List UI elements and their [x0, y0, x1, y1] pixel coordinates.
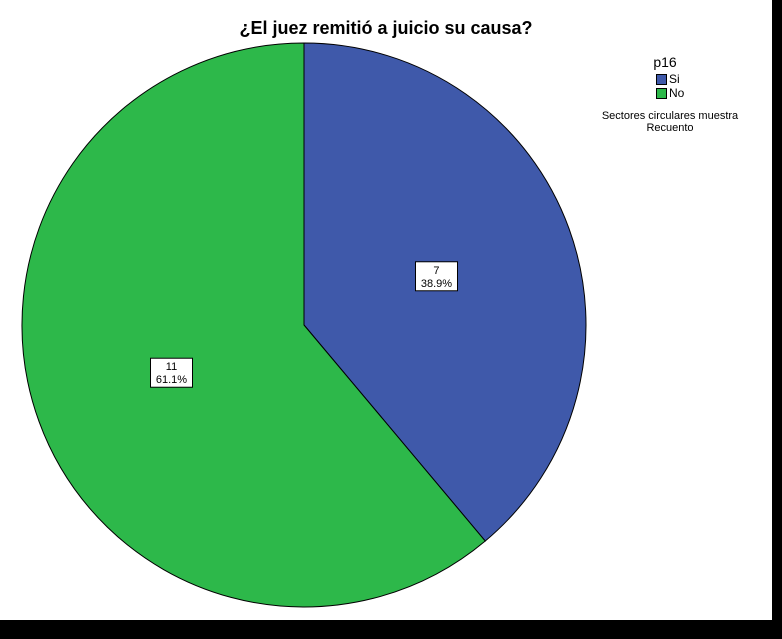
data-label-count: 11	[166, 361, 177, 373]
legend-label-si: Si	[669, 72, 680, 86]
pie-slice-si	[303, 42, 587, 542]
data-label-percent: 61.1%	[156, 374, 187, 386]
legend-title: p16	[653, 54, 677, 70]
legend-item-no: No	[656, 86, 750, 100]
legend-item-si: Si	[656, 72, 750, 86]
data-label-count: 7	[433, 265, 439, 277]
legend-note-line-2: Recuento	[646, 122, 694, 134]
data-label-box	[414, 261, 458, 292]
legend-swatch-no	[656, 87, 667, 99]
data-label-box	[150, 357, 194, 388]
legend-swatch-si	[656, 73, 667, 85]
legend-note: Sectores circulares muestra Recuento	[590, 110, 750, 134]
legend-label-no: No	[669, 86, 685, 100]
data-label-si: 738.9%	[414, 261, 458, 292]
pie-slice-no	[21, 42, 486, 608]
chart-frame: ¿El juez remitió a juicio su causa? 7 38.…	[0, 0, 772, 620]
legend-note-line-1: Sectores circulares muestra	[601, 110, 739, 122]
legend: p16 Si No Sectores circulares muestra Re…	[590, 54, 750, 134]
data-label-percent: 38.9%	[421, 278, 452, 290]
chart-title: ¿El juez remitió a juicio su causa?	[239, 18, 533, 38]
